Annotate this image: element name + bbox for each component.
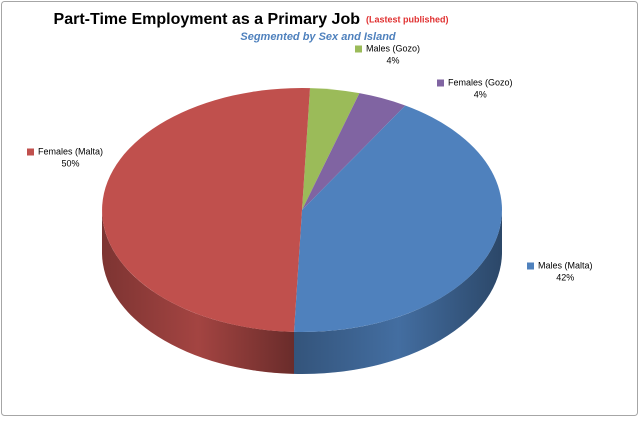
slice-label: Males (Malta) bbox=[538, 260, 593, 270]
chart-subtitle: Segmented by Sex and Island bbox=[240, 31, 396, 43]
slice-value-label: 50% bbox=[62, 158, 80, 168]
slice-label: Females (Malta) bbox=[38, 146, 103, 156]
label-swatch bbox=[27, 148, 34, 156]
chart-title: Part-Time Employment as a Primary Job bbox=[54, 11, 361, 28]
chart-title-note: (Lastest published) bbox=[366, 14, 449, 24]
slice-side-shade bbox=[102, 210, 295, 374]
slice bbox=[302, 88, 360, 210]
slice-label: Males (Gozo) bbox=[366, 43, 420, 53]
slice-value-label: 42% bbox=[556, 272, 574, 282]
slice-side-shade bbox=[294, 210, 502, 374]
slice bbox=[294, 105, 503, 333]
label-swatch bbox=[437, 79, 444, 87]
label-swatch bbox=[355, 45, 362, 53]
slice-value-label: 4% bbox=[387, 55, 400, 65]
slice-label: Females (Gozo) bbox=[448, 77, 513, 87]
slice-value-label: 4% bbox=[474, 89, 487, 99]
slice bbox=[302, 93, 406, 210]
label-swatch bbox=[527, 262, 534, 270]
slice bbox=[102, 88, 310, 332]
labels: Males (Gozo) 4% Females (Gozo) 4% Males (Mal… bbox=[27, 43, 593, 282]
pie bbox=[102, 88, 503, 374]
